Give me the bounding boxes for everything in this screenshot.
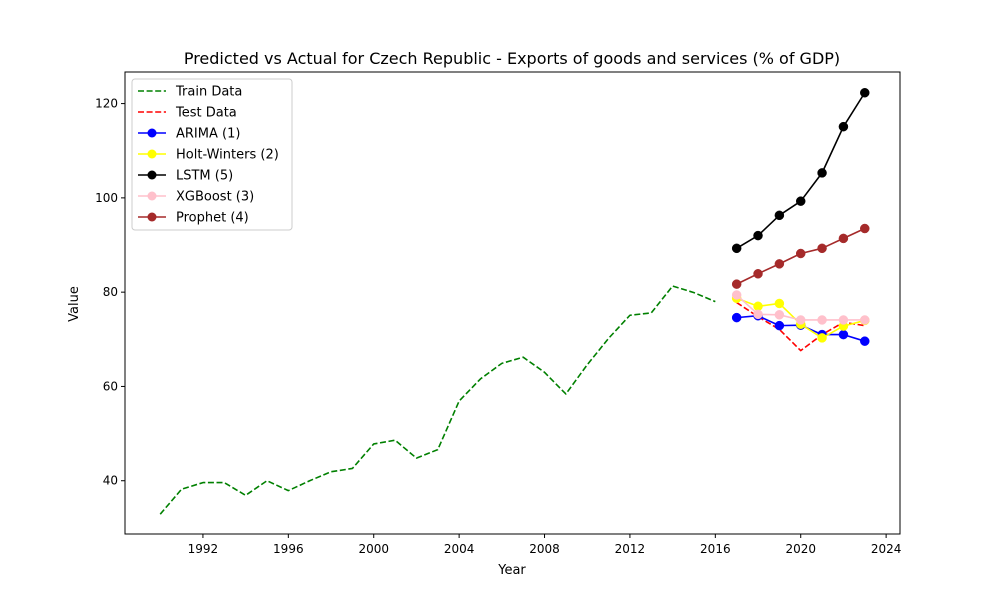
plot-area: 1992 1996 2000 2004 2008 2012 2016 2020 2024 40 6… [95,71,902,556]
legend-label: Prophet (4) [176,211,249,226]
data-point-xgboost-3 [817,315,827,325]
data-point-lstm-5 [795,196,806,206]
legend-item-train-data: Train Data [138,85,242,100]
y-tick-label: 120 [95,97,118,111]
series-lstm-5 [731,87,870,254]
series-xgboost-3 [731,290,870,325]
data-point-arima-1 [774,320,785,331]
data-point-prophet-4 [753,269,763,279]
data-point-holt-winters-2 [774,298,785,309]
legend-label: XGBoost (3) [176,190,254,205]
data-point-xgboost-3 [860,315,870,325]
y-tick-label: 100 [95,191,118,205]
data-point-xgboost-3 [731,290,742,300]
axes-frame [124,71,901,535]
series-prophet-4 [731,223,870,289]
x-axis-ticks: 1992 1996 2000 2004 2008 2012 2016 2020 2024 [188,534,902,556]
legend-swatch-marker [147,191,157,201]
series-layer [159,87,870,515]
legend-label: Holt-Winters (2) [176,148,279,163]
legend-label: Test Data [175,106,237,121]
data-point-lstm-5 [753,230,763,241]
y-tick-label: 40 [103,474,118,488]
data-point-lstm-5 [838,121,849,132]
legend-label: ARIMA (1) [176,127,240,142]
x-tick-label: 2008 [529,542,560,556]
data-point-arima-1 [838,329,849,340]
data-point-xgboost-3 [753,309,763,320]
data-point-holt-winters-2 [817,333,827,343]
y-axis-label: Value [67,286,82,322]
series-line-train-data [159,285,716,515]
legend-items: Train Data Test Data ARIMA (1) Holt-Winters… [138,85,279,226]
x-tick-label: 2000 [358,542,389,556]
legend-swatch-marker [147,128,157,138]
legend-box [131,78,293,231]
legend-item-prophet-4: Prophet (4) [138,211,249,226]
x-tick-label: 1996 [273,542,304,556]
data-point-arima-1 [860,336,870,346]
data-point-xgboost-3 [838,315,849,325]
legend-swatch-marker [147,170,157,180]
legend-item-xgboost-3: XGBoost (3) [138,190,254,205]
legend-swatch-marker [147,149,157,159]
legend-label: LSTM (5) [176,169,233,184]
series-train-data [159,285,716,515]
legend-label: Train Data [175,85,242,100]
x-tick-label: 2024 [871,542,902,556]
data-point-lstm-5 [817,168,827,178]
legend-item-arima-1: ARIMA (1) [138,127,240,142]
x-tick-label: 2004 [444,542,475,556]
data-point-lstm-5 [860,87,870,98]
legend: Train Data Test Data ARIMA (1) Holt-Winters… [131,78,293,231]
data-point-prophet-4 [860,223,870,234]
legend-item-test-data: Test Data [138,106,237,121]
data-point-lstm-5 [731,243,742,254]
x-axis-label: Year [497,563,526,578]
x-tick-label: 2020 [785,542,816,556]
x-tick-label: 2012 [615,542,646,556]
chart-title: Predicted vs Actual for Czech Republic -… [184,49,840,68]
legend-item-holt-winters-2: Holt-Winters (2) [138,148,279,163]
y-tick-label: 60 [103,379,118,393]
y-axis-ticks: 40 60 80 100 120 [95,97,125,488]
data-point-arima-1 [731,312,742,323]
data-point-prophet-4 [731,279,742,289]
x-tick-label: 2016 [700,542,731,556]
legend-item-lstm-5: LSTM (5) [138,169,233,184]
data-point-prophet-4 [774,259,785,269]
legend-swatch-marker [147,212,157,222]
y-tick-label: 80 [103,285,118,299]
data-point-prophet-4 [795,248,806,259]
data-point-xgboost-3 [795,315,806,325]
data-point-xgboost-3 [774,310,785,320]
data-point-lstm-5 [774,210,785,221]
x-tick-label: 1992 [188,542,219,556]
data-point-prophet-4 [817,243,827,254]
data-point-holt-winters-2 [753,301,763,312]
data-point-prophet-4 [838,233,849,244]
